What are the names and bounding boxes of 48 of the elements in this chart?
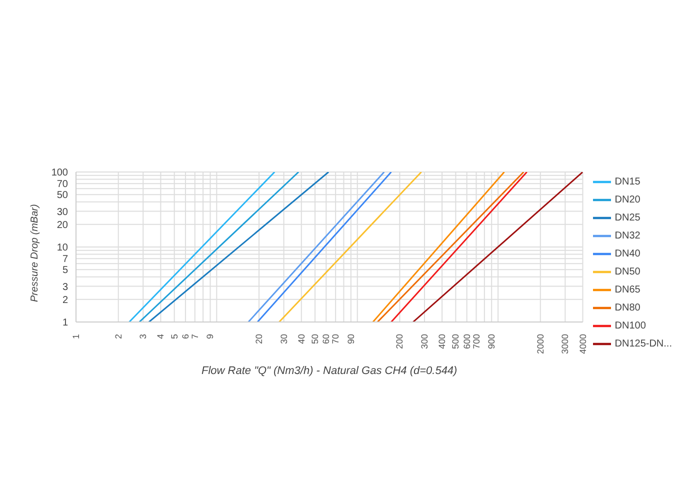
- x-tick-label: 3: [138, 334, 148, 340]
- x-tick-label: 40: [296, 334, 306, 344]
- y-tick-label: 10: [56, 242, 68, 254]
- x-tick-label: 6: [180, 334, 190, 340]
- y-tick-label: 3: [62, 282, 68, 293]
- x-tick-label: 2: [113, 334, 124, 340]
- y-tick-label: 20: [56, 220, 68, 231]
- x-tick-label: 700: [471, 334, 482, 350]
- x-tick-label: 400: [437, 334, 448, 350]
- x-tick-label: 500: [450, 334, 461, 350]
- x-tick-label: 30: [278, 334, 289, 344]
- y-tick-label: 5: [62, 265, 68, 276]
- x-tick-label: 9: [205, 334, 216, 340]
- y-tick-label: 30: [56, 206, 68, 218]
- y-tick-label: 7: [62, 254, 68, 266]
- legend-label: DN80: [614, 302, 640, 314]
- x-tick-label: 600: [462, 334, 472, 350]
- x-tick-label: 50: [310, 334, 320, 344]
- x-tick-label: 900: [486, 334, 497, 350]
- x-tick-label: 3000: [560, 334, 570, 354]
- legend-label: DN100: [614, 320, 646, 332]
- legend-label: DN15: [614, 176, 640, 188]
- legend-label: DN25: [614, 212, 640, 224]
- legend-label: DN50: [614, 266, 640, 278]
- legend-label: DN32: [614, 230, 640, 242]
- y-axis-title: Pressure Drop (mBar): [30, 204, 41, 302]
- legend-label: DN20: [614, 194, 640, 206]
- x-axis-title: Flow Rate "Q" (Nm3/h) - Natural Gas CH4 (d=0.544): [202, 365, 458, 377]
- y-tick-label: 100: [51, 168, 68, 179]
- y-tick-label: 70: [56, 179, 68, 190]
- x-tick-label: 4000: [578, 334, 588, 354]
- y-tick-label: 2: [62, 294, 68, 306]
- x-tick-label: 1: [71, 334, 81, 340]
- x-tick-label: 2000: [535, 334, 546, 354]
- y-tick-label: 1: [62, 318, 68, 329]
- x-tick-label: 300: [419, 334, 430, 350]
- x-tick-label: 60: [321, 334, 332, 344]
- x-tick-label: 5: [169, 334, 180, 340]
- legend-label: DN40: [614, 248, 640, 260]
- x-tick-label: 90: [346, 334, 356, 344]
- x-tick-label: 7: [190, 334, 200, 340]
- legend-label: DN65: [614, 284, 640, 296]
- legend-label: DN125-DN...: [614, 338, 672, 350]
- x-tick-label: 200: [394, 334, 405, 350]
- y-tick-label: 50: [56, 190, 68, 202]
- x-tick-label: 4: [156, 334, 166, 340]
- x-tick-label: 20: [254, 334, 264, 344]
- x-tick-label: 70: [330, 334, 341, 344]
